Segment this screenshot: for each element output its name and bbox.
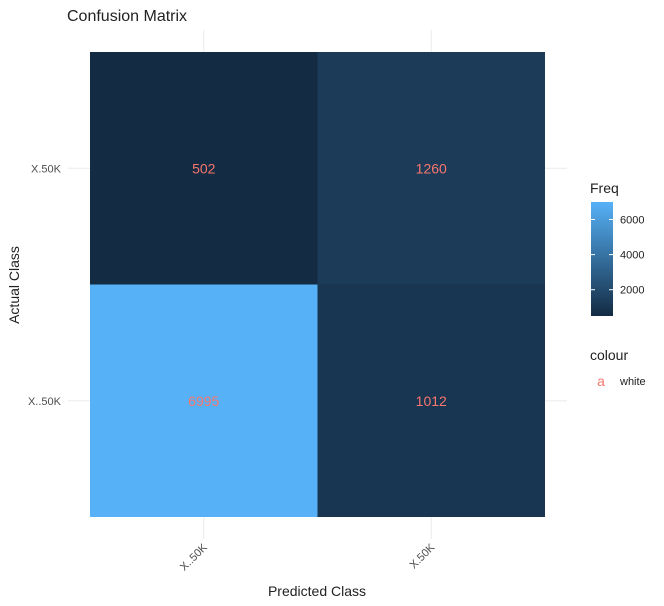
heatmap-cell [90,52,318,285]
heatmap-cells [90,52,545,517]
x-axis-ticks: X..50K X.50K [178,541,438,573]
cell-labels: 502 1260 6995 1012 [188,160,447,409]
fill-legend-tick-label: 2000 [620,285,644,297]
heatmap-cell [317,52,545,285]
colour-legend-title: colour [590,347,628,363]
x-tick-label: X..50K [178,541,210,573]
y-axis-title: Actual Class [6,246,22,324]
cell-value-label: 6995 [188,393,219,409]
heatmap-cell [317,284,545,517]
fill-legend-tick-label: 4000 [620,250,644,262]
colour-legend: colour a white [590,347,646,389]
x-axis-title: Predicted Class [268,583,366,599]
fill-legend-ticks: 2000 4000 6000 [591,214,644,297]
fill-legend: Freq 2000 4000 6000 [590,180,644,316]
heatmap-cell [90,284,318,517]
colour-legend-label: white [619,376,646,388]
cell-value-label: 1012 [416,393,447,409]
y-tick-label: X.50K [31,163,62,175]
fill-legend-colorbar [591,202,613,316]
x-tick-label: X.50K [408,541,438,571]
chart-title: Confusion Matrix [67,8,187,25]
colour-legend-key: a [597,373,605,389]
y-axis-ticks: X..50K X.50K [28,163,62,408]
cell-value-label: 502 [192,160,216,176]
fill-legend-tick-label: 6000 [620,214,644,226]
y-tick-label: X..50K [28,396,62,408]
fill-legend-title: Freq [590,180,619,196]
cell-value-label: 1260 [416,160,447,176]
